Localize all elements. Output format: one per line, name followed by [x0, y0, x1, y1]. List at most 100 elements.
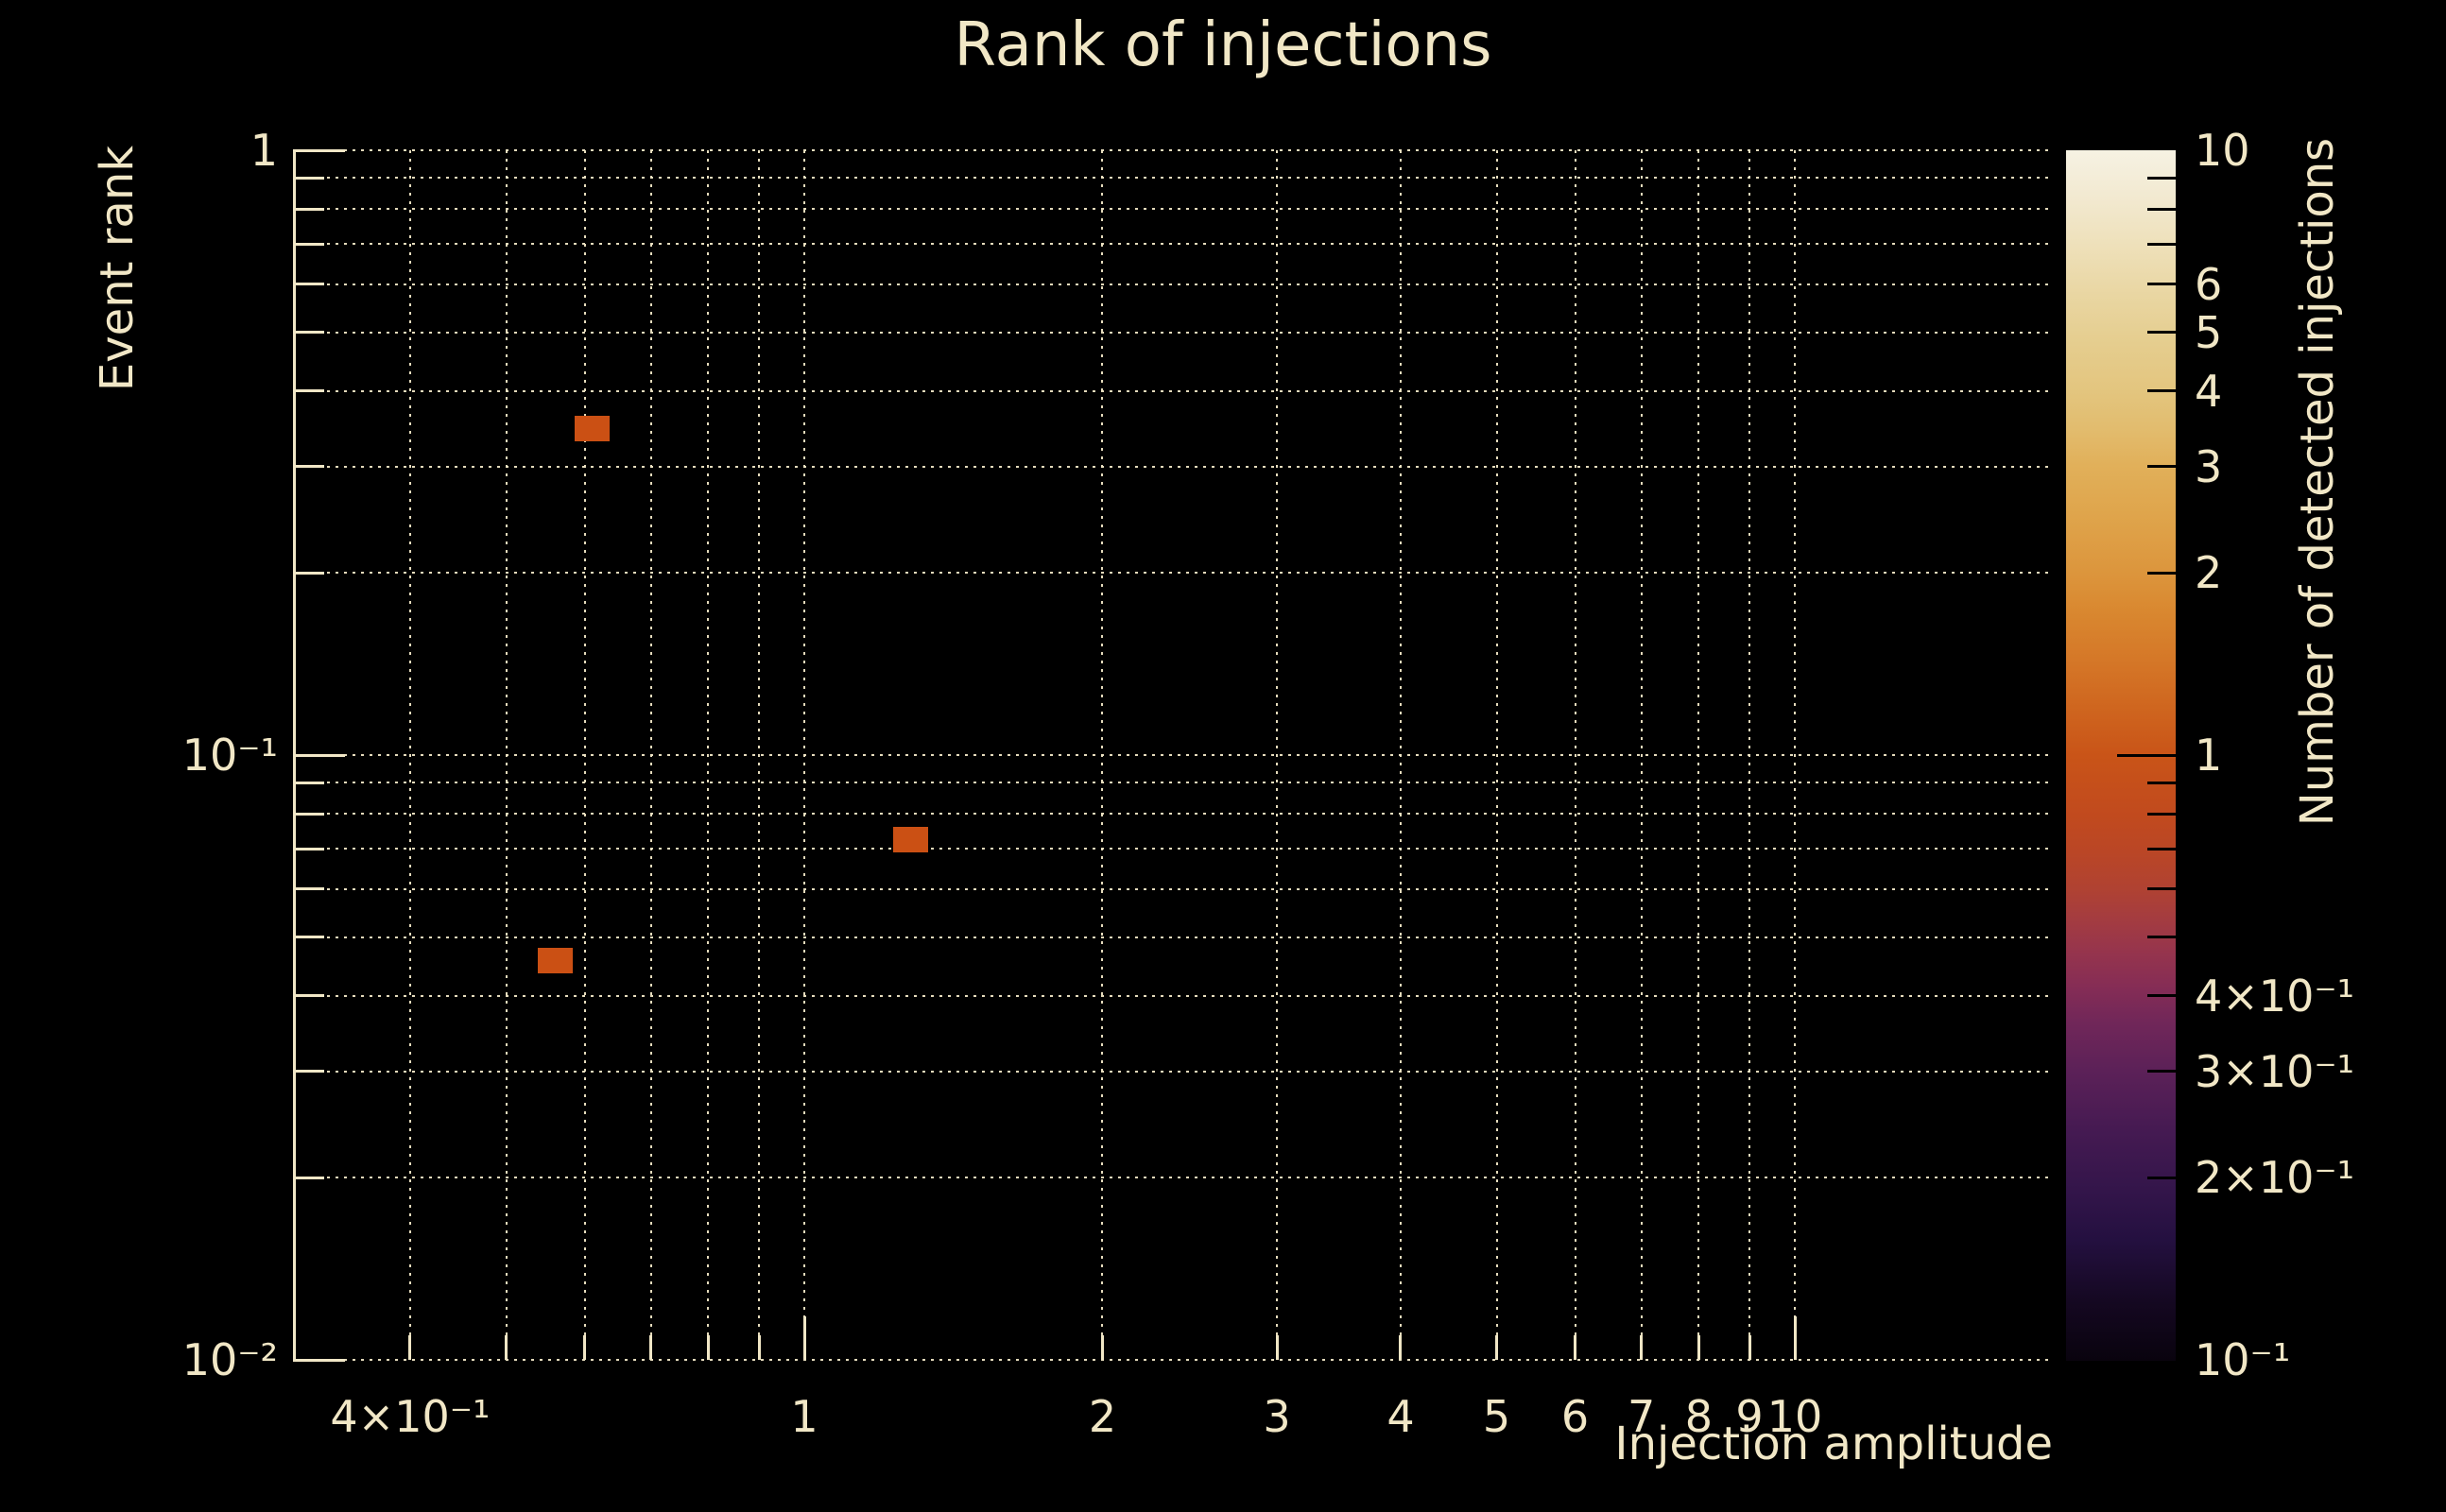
colorbar-tick-label: 1: [2195, 730, 2223, 781]
colorbar-tick-mark: [2147, 389, 2176, 393]
y-tick-mark: [293, 753, 345, 757]
colorbar-tick-mark: [2147, 283, 2176, 286]
x-tick-label: 2: [1088, 1391, 1117, 1442]
gridline-y: [293, 754, 2053, 756]
colorbar-tick-mark: [2147, 812, 2176, 816]
x-tick-label: 4×10⁻¹: [330, 1391, 491, 1442]
y-tick-mark: [293, 207, 324, 211]
y-tick-mark: [293, 331, 324, 335]
gridline-y: [293, 177, 2053, 180]
x-tick-mark: [505, 1335, 508, 1360]
data-bin: [537, 948, 573, 974]
y-tick-label: 1: [250, 125, 278, 176]
colorbar-tick-label: 5: [2195, 306, 2223, 358]
y-tick-mark: [293, 847, 324, 850]
gridline-y: [293, 887, 2053, 890]
x-tick-mark: [1640, 1335, 1644, 1360]
colorbar-tick-label: 3: [2195, 440, 2223, 492]
y-tick-mark: [293, 936, 324, 939]
gridline-y: [293, 1359, 2053, 1361]
gridline-y: [293, 243, 2053, 246]
gridline-y: [293, 149, 2053, 151]
colorbar: [2066, 150, 2176, 1361]
x-tick-label: 10: [1766, 1391, 1823, 1442]
data-bin: [574, 415, 610, 441]
x-tick-mark: [706, 1335, 710, 1360]
x-tick-label: 5: [1482, 1391, 1511, 1442]
y-tick-mark: [293, 176, 324, 180]
y-tick-label: 10⁻²: [181, 1334, 278, 1385]
colorbar-tick-label: 10⁻¹: [2195, 1334, 2291, 1385]
plot-area: [293, 148, 2053, 1362]
x-tick-mark: [802, 1316, 806, 1360]
y-tick-mark: [293, 148, 345, 152]
chart-title: Rank of injections: [954, 10, 1492, 80]
y-tick-label: 10⁻¹: [181, 730, 278, 781]
y-tick-mark: [293, 242, 324, 246]
x-tick-label: 1: [790, 1391, 818, 1442]
x-tick-label: 9: [1735, 1391, 1764, 1442]
x-axis-label: Injection amplitude: [1614, 1418, 2053, 1470]
y-tick-mark: [293, 994, 324, 998]
x-tick-mark: [408, 1335, 412, 1360]
y-tick-mark: [293, 1176, 324, 1179]
x-tick-mark: [1275, 1335, 1279, 1360]
gridline-y: [293, 572, 2053, 575]
colorbar-tick-mark: [2147, 207, 2176, 211]
y-tick-mark: [293, 465, 324, 469]
x-tick-mark: [1697, 1335, 1700, 1360]
x-tick-mark: [1100, 1335, 1104, 1360]
x-tick-mark: [649, 1335, 653, 1360]
x-tick-label: 4: [1387, 1391, 1415, 1442]
y-tick-mark: [293, 812, 324, 816]
y-tick-mark: [293, 283, 324, 286]
x-tick-label: 8: [1684, 1391, 1714, 1442]
colorbar-tick-mark: [2147, 176, 2176, 180]
x-tick-mark: [757, 1335, 761, 1360]
gridline-y: [293, 465, 2053, 468]
colorbar-tick-label: 2×10⁻¹: [2195, 1152, 2355, 1204]
gridline-y: [293, 1070, 2053, 1073]
gridline-y: [293, 283, 2053, 285]
y-axis-label: Event rank: [91, 145, 144, 392]
y-tick-mark: [293, 887, 324, 891]
y-tick-mark: [293, 389, 324, 393]
gridline-y: [293, 208, 2053, 211]
y-tick-mark: [293, 1358, 345, 1362]
colorbar-tick-mark: [2147, 887, 2176, 891]
colorbar-tick-mark: [2147, 994, 2176, 998]
gridline-y: [293, 782, 2053, 784]
x-tick-mark: [1748, 1335, 1751, 1360]
x-tick-label: 7: [1628, 1391, 1656, 1442]
x-tick-label: 3: [1263, 1391, 1291, 1442]
gridline-y: [293, 848, 2053, 850]
colorbar-tick-label: 4×10⁻¹: [2195, 970, 2355, 1022]
x-tick-mark: [1495, 1335, 1499, 1360]
y-tick-mark: [293, 1070, 324, 1074]
x-tick-mark: [1574, 1335, 1576, 1360]
gridline-y: [293, 331, 2053, 334]
colorbar-tick-label: 10: [2195, 125, 2250, 176]
colorbar-tick-label: 6: [2195, 258, 2223, 310]
data-bin: [892, 826, 928, 852]
colorbar-tick-label: 2: [2195, 547, 2223, 599]
colorbar-tick-mark: [2147, 242, 2176, 246]
y-axis-spine: [293, 150, 296, 1360]
colorbar-tick-label: 3×10⁻¹: [2195, 1045, 2355, 1097]
colorbar-tick-mark: [2147, 781, 2176, 784]
colorbar-tick-label: 4: [2195, 365, 2223, 417]
x-tick-mark: [1399, 1335, 1403, 1360]
gridline-y: [293, 389, 2053, 392]
x-tick-label: 6: [1560, 1391, 1590, 1442]
colorbar-tick-mark: [2147, 1070, 2176, 1074]
colorbar-tick-mark: [2147, 1176, 2176, 1179]
gridline-y: [293, 1177, 2053, 1179]
colorbar-tick-mark: [2117, 753, 2176, 757]
colorbar-tick-mark: [2147, 331, 2176, 335]
gridline-y: [293, 994, 2053, 997]
y-tick-mark: [293, 781, 324, 784]
x-tick-mark: [583, 1335, 586, 1360]
gridline-y: [293, 813, 2053, 816]
colorbar-tick-mark: [2147, 465, 2176, 469]
colorbar-label: Number of detected injections: [2291, 137, 2344, 827]
